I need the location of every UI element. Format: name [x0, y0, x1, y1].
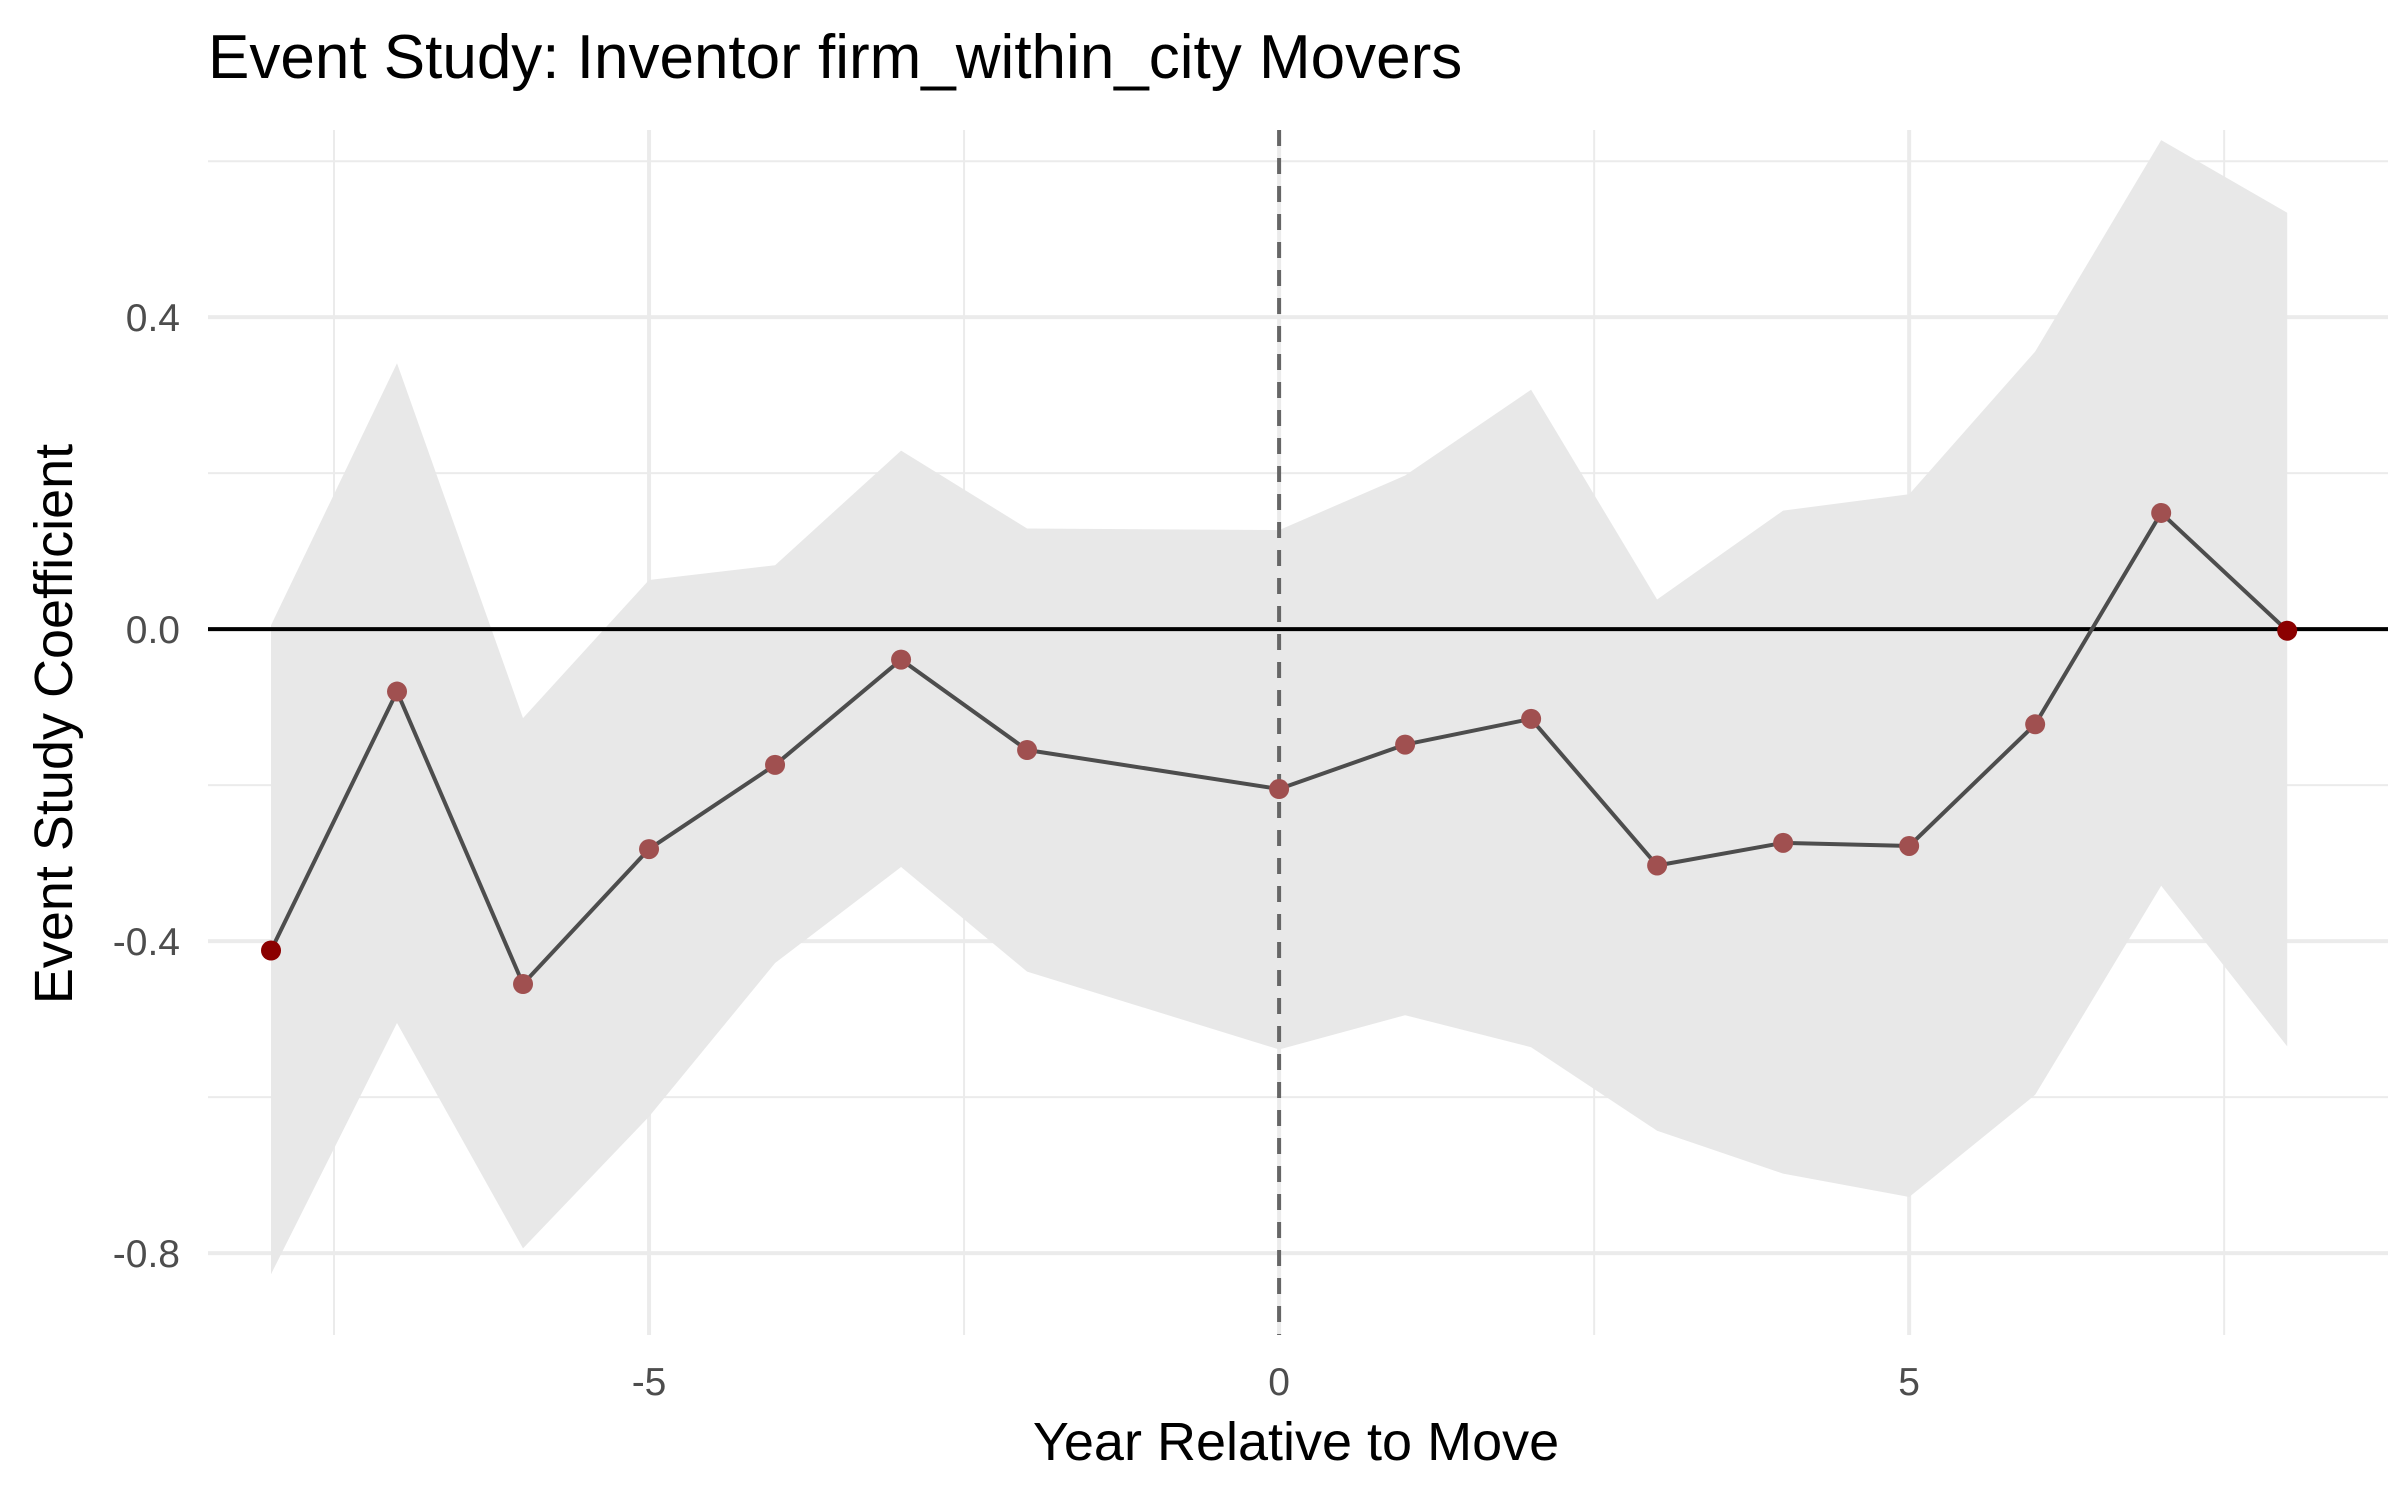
reference-lines	[208, 130, 2388, 1335]
data-point	[639, 839, 660, 860]
x-axis-ticks: -5 0 5	[632, 1361, 1920, 1404]
data-point	[1521, 708, 1542, 729]
data-point	[891, 649, 912, 670]
y-axis-ticks: -0.8 -0.4 0.0 0.4	[113, 297, 180, 1276]
y-tick-label: 0.0	[126, 609, 180, 652]
data-point	[1647, 855, 1668, 876]
data-point	[2025, 714, 2046, 735]
data-points	[261, 502, 2298, 995]
data-point	[765, 754, 786, 775]
data-point	[261, 940, 282, 961]
y-tick-label: -0.4	[113, 921, 180, 964]
confidence-band-layer	[271, 140, 2288, 1275]
series-line-layer	[269, 510, 2289, 986]
data-point	[2151, 502, 2172, 523]
series-line	[269, 510, 2289, 986]
chart-title: Event Study: Inventor firm_within_city M…	[208, 23, 1462, 92]
x-tick-label: 5	[1898, 1361, 1920, 1404]
y-axis-title: Event Study Coefficient	[24, 444, 84, 1004]
data-point	[387, 681, 408, 702]
data-point	[1017, 740, 1038, 761]
data-point	[513, 974, 534, 995]
data-point	[1899, 835, 1920, 856]
data-point	[1269, 779, 1290, 800]
y-tick-label: 0.4	[126, 297, 180, 340]
x-tick-label: -5	[632, 1361, 667, 1404]
confidence-band	[271, 140, 2288, 1275]
x-tick-label: 0	[1268, 1361, 1290, 1404]
data-point	[1773, 832, 1794, 853]
data-point	[2277, 620, 2298, 641]
x-axis-title: Year Relative to Move	[1033, 1412, 1559, 1472]
y-tick-label: -0.8	[113, 1233, 180, 1276]
data-point	[1395, 734, 1416, 755]
